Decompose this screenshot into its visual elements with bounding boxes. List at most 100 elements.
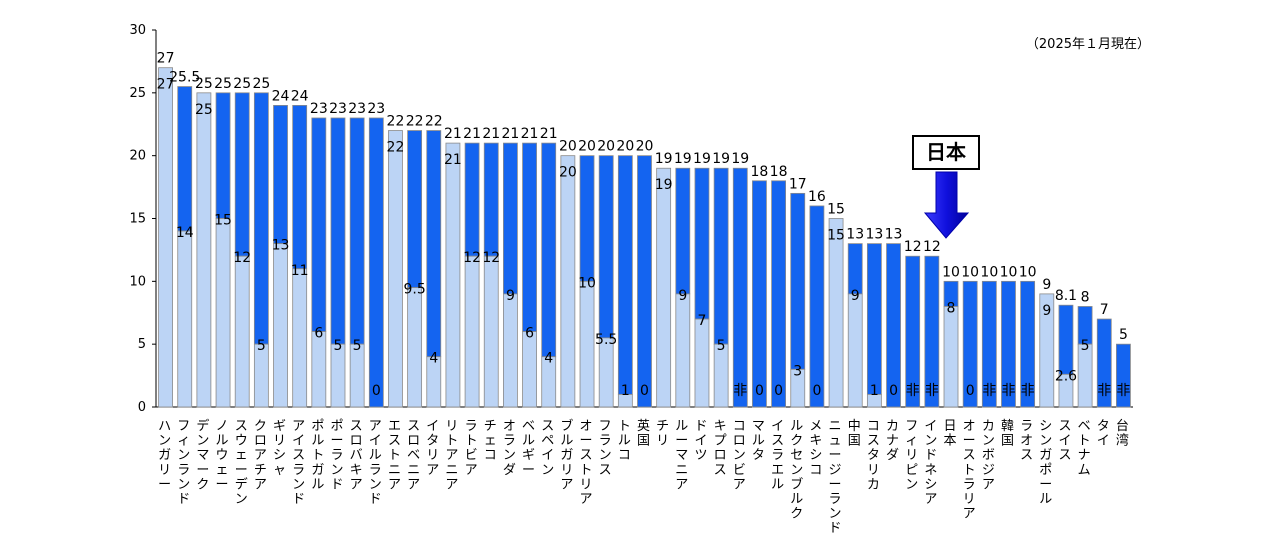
- reduced-rate-label: 3: [793, 363, 802, 379]
- reduced-rate-label: 0: [966, 383, 975, 399]
- standard-rate-label: 8.1: [1055, 288, 1077, 304]
- reduced-rate-bar: [158, 67, 173, 408]
- standard-rate-label: 19: [731, 151, 749, 167]
- reduced-rate-label: 6: [314, 326, 323, 342]
- standard-rate-bar: [847, 243, 863, 295]
- category-label: トルコ: [618, 419, 631, 463]
- reduced-rate-bar: [234, 255, 250, 408]
- reduced-rate-label: 5: [353, 338, 362, 354]
- japan-callout-box: [912, 135, 980, 170]
- bars: [158, 67, 1131, 408]
- reduced-rate-label: 5: [257, 338, 266, 354]
- reduced-rate-bar: [943, 306, 959, 408]
- standard-rate-label: 21: [521, 126, 539, 142]
- standard-rate-bar: [503, 142, 518, 295]
- category-label: ブルガリア: [560, 418, 573, 492]
- reduced-rate-label: 9: [851, 288, 860, 304]
- japan-callout-label: 日本: [926, 140, 966, 164]
- standard-rate-label: 10: [1000, 264, 1018, 280]
- reduced-rate-bar: [1058, 373, 1074, 408]
- standard-rate-label: 25.5: [169, 70, 200, 86]
- reduced-rate-label: 5: [1081, 338, 1090, 354]
- reduced-rate-label: 21: [444, 152, 462, 168]
- category-label: カンボジア: [982, 419, 995, 492]
- japan-arrow: [923, 171, 970, 239]
- standard-rate-label: 8: [1081, 289, 1090, 305]
- category-label: イスラエル: [771, 419, 784, 492]
- reduced-rate-label: 0: [812, 383, 821, 399]
- reduced-rate-label: 9: [678, 288, 687, 304]
- reduced-rate-label: 14: [176, 225, 194, 241]
- standard-rate-label: 20: [578, 139, 596, 155]
- standard-rate-label: 19: [655, 151, 673, 167]
- category-label: キプロス: [714, 419, 727, 478]
- standard-rate-bar: [464, 142, 480, 257]
- category-label: リトアニア: [445, 419, 458, 492]
- category-label: スイス: [1058, 419, 1071, 463]
- standard-rate-label: 12: [923, 239, 941, 255]
- reduced-rate-label: 非: [982, 383, 996, 399]
- category-label: ラオス: [1020, 419, 1033, 463]
- category-label: コロンビア: [733, 419, 746, 492]
- reduced-rate-label: 非: [1097, 383, 1111, 399]
- reduced-rate-label: 1: [621, 383, 630, 399]
- standard-rate-label: 10: [942, 264, 960, 280]
- category-label: フィンランド: [177, 419, 190, 507]
- standard-rate-label: 24: [291, 88, 309, 104]
- reduced-rate-label: 1: [870, 383, 879, 399]
- reduced-rate-bar: [847, 293, 863, 408]
- category-label: マルタ: [752, 419, 765, 463]
- reduced-rate-bar: [426, 356, 442, 408]
- standard-rate-bar: [273, 105, 288, 245]
- reduced-rate-label: 0: [755, 383, 764, 399]
- reduced-rate-bar: [828, 218, 844, 408]
- standard-rate-label: 25: [252, 76, 270, 92]
- y-tick-label: 10: [129, 274, 146, 289]
- category-label: 中国: [848, 419, 861, 449]
- category-label: オランダ: [503, 419, 516, 478]
- standard-rate-label: 25: [214, 76, 232, 92]
- standard-rate-bar: [330, 117, 346, 345]
- standard-rate-bar: [694, 167, 710, 320]
- reduced-rate-bar: [790, 368, 806, 408]
- standard-rate-label: 18: [770, 164, 788, 180]
- y-tick-label: 5: [138, 337, 146, 352]
- standard-rate-label: 7: [1100, 302, 1109, 318]
- reduced-rate-label: 7: [698, 313, 707, 329]
- category-label: チェコ: [484, 419, 497, 463]
- standard-rate-bar: [407, 130, 423, 289]
- reduced-rate-bar: [694, 318, 710, 408]
- reduced-rate-bar: [330, 343, 346, 408]
- reduced-rate-bar: [349, 343, 365, 408]
- standard-rate-bar: [253, 92, 269, 345]
- standard-rate-label: 24: [272, 88, 290, 104]
- reduced-rate-bar: [675, 293, 691, 408]
- standard-rate-label: 19: [712, 151, 730, 167]
- category-label: ハンガリー: [158, 419, 171, 492]
- reduced-rate-bar: [196, 92, 212, 408]
- standard-rate-bar: [866, 243, 882, 395]
- reduced-rate-label: 8: [947, 300, 956, 316]
- standard-rate-label: 25: [195, 76, 213, 92]
- standard-rate-bar: [1001, 280, 1016, 408]
- standard-rate-bar: [579, 155, 595, 282]
- category-label: ベルギー: [522, 419, 535, 478]
- standard-rate-label: 22: [387, 114, 405, 130]
- standard-rate-label: 20: [559, 139, 577, 155]
- reduced-rate-bar: [388, 130, 403, 408]
- reduced-rate-label: 22: [387, 140, 405, 156]
- reduced-rate-bar: [311, 331, 327, 408]
- reduced-rate-label: 12: [233, 250, 251, 266]
- standard-rate-label: 23: [310, 101, 328, 117]
- category-label: インドネシア: [924, 419, 937, 507]
- standard-rate-label: 17: [789, 176, 807, 192]
- category-label: 日本: [944, 419, 957, 449]
- reduced-rate-bar: [215, 218, 231, 408]
- category-label: オーストリア: [580, 419, 593, 507]
- reduced-rate-bar: [1077, 343, 1093, 408]
- standard-rate-label: 15: [827, 202, 845, 218]
- category-label: タイ: [1097, 419, 1110, 449]
- reduced-rate-label: 20: [559, 165, 577, 181]
- category-label: エストニア: [388, 419, 401, 492]
